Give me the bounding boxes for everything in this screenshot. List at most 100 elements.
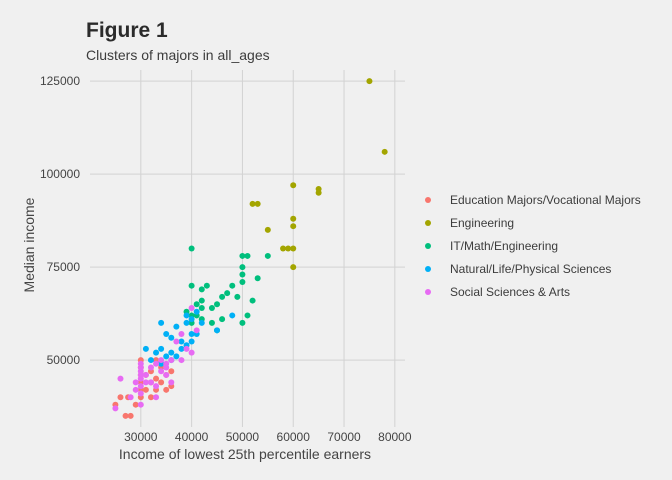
data-point [127, 412, 134, 419]
data-point [208, 305, 215, 311]
data-point [219, 316, 226, 323]
data-point [188, 331, 195, 338]
data-point [132, 401, 139, 408]
data-point [280, 245, 287, 252]
data-point [193, 327, 200, 334]
data-point [214, 327, 221, 334]
data-point [229, 312, 236, 319]
y-tick-label: 50000 [47, 353, 81, 367]
legend: Education Majors/Vocational Majors Engine… [425, 193, 641, 299]
data-point [142, 371, 149, 378]
data-point [193, 308, 200, 315]
data-point [285, 245, 292, 252]
legend-key [425, 197, 431, 203]
data-point [137, 390, 144, 397]
data-point [153, 394, 160, 401]
data-point [214, 301, 221, 308]
legend-label: Education Majors/Vocational Majors [450, 193, 641, 207]
data-point [137, 383, 144, 390]
data-point [112, 405, 119, 412]
data-point [173, 353, 180, 360]
data-points [112, 78, 388, 419]
data-point [178, 345, 185, 352]
data-point [168, 379, 175, 386]
data-point [153, 375, 160, 382]
data-point [188, 245, 195, 252]
data-point [137, 401, 144, 408]
data-point [249, 297, 256, 304]
data-point [290, 245, 297, 252]
data-point [188, 305, 195, 311]
data-point [381, 148, 388, 155]
data-point [147, 379, 154, 386]
data-point [153, 383, 160, 390]
data-point [366, 78, 373, 85]
data-point [137, 360, 144, 367]
data-point [147, 394, 154, 401]
data-point [168, 368, 175, 375]
data-point [178, 331, 185, 338]
legend-label: Engineering [450, 216, 514, 230]
data-point [239, 252, 246, 259]
y-tick-label: 75000 [47, 260, 81, 274]
x-tick-label: 70000 [327, 430, 361, 444]
data-point [163, 371, 170, 378]
data-point [183, 345, 190, 352]
data-point [168, 334, 175, 341]
data-point [188, 316, 195, 323]
data-point [173, 338, 180, 345]
x-axis-title: Income of lowest 25th percentile earners [119, 446, 371, 462]
data-point [234, 293, 241, 300]
data-point [158, 379, 165, 386]
data-point [254, 275, 261, 282]
data-point [198, 286, 205, 293]
legend-label: Natural/Life/Physical Sciences [450, 262, 611, 276]
data-point [315, 189, 322, 196]
data-point [188, 338, 195, 345]
data-point [147, 364, 154, 371]
y-axis-title: Median income [21, 197, 37, 292]
chart-title: Figure 1 [86, 19, 168, 42]
data-point [239, 271, 246, 278]
y-tick-label: 100000 [40, 167, 80, 181]
data-point [198, 297, 205, 304]
data-point [127, 394, 134, 401]
data-point [290, 264, 297, 271]
data-point [239, 278, 246, 285]
data-point [153, 360, 160, 367]
x-axis-ticks: 30000 40000 50000 60000 70000 80000 [124, 430, 412, 444]
gridlines [90, 70, 405, 427]
data-point [219, 293, 226, 300]
data-point [208, 319, 215, 326]
x-tick-label: 30000 [124, 430, 158, 444]
data-point [168, 357, 175, 364]
data-point [163, 386, 170, 393]
data-point [117, 394, 124, 401]
data-point [142, 379, 149, 386]
data-point [229, 282, 236, 289]
x-tick-label: 40000 [175, 430, 209, 444]
data-point [158, 319, 165, 326]
data-point [178, 357, 185, 364]
data-point [147, 357, 154, 364]
data-point [290, 223, 297, 230]
data-point [163, 353, 170, 360]
x-tick-label: 60000 [277, 430, 311, 444]
data-point [132, 386, 139, 393]
data-point [224, 290, 231, 297]
data-point [249, 200, 256, 207]
data-point [132, 379, 139, 386]
legend-label: Social Sciences & Arts [450, 285, 570, 299]
data-point [163, 331, 170, 338]
data-point [183, 319, 190, 326]
y-axis-ticks: 50000 75000 100000 125000 [40, 74, 80, 367]
data-point [122, 412, 129, 419]
data-point [188, 282, 195, 289]
data-point [239, 264, 246, 271]
data-point [188, 349, 195, 356]
data-point [193, 301, 200, 308]
data-point [158, 357, 165, 364]
x-tick-label: 50000 [226, 430, 260, 444]
legend-label: IT/Math/Engineering [450, 239, 558, 253]
